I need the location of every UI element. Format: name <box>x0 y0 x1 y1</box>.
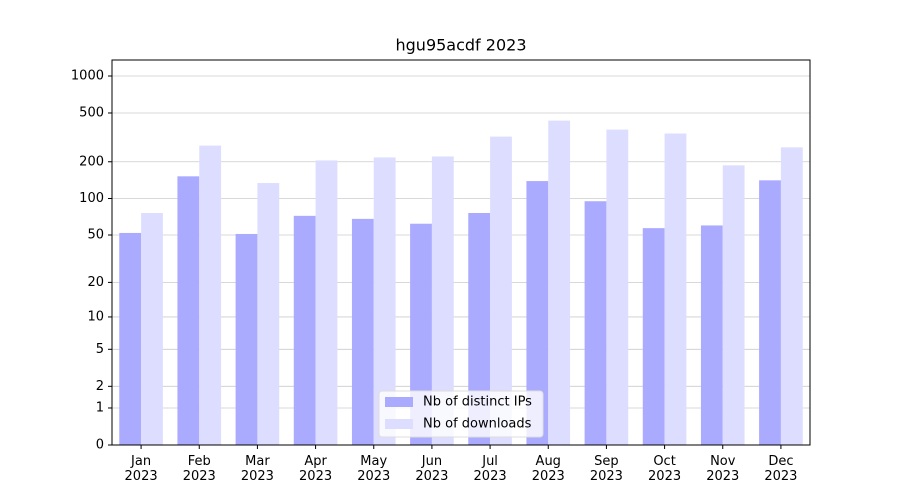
legend-box <box>378 390 544 438</box>
legend-swatch <box>385 419 413 429</box>
legend-label: Nb of distinct IPs <box>423 395 532 410</box>
bar <box>584 201 607 445</box>
x-tick-label: Nov 2023 <box>706 454 740 484</box>
bar <box>759 180 781 445</box>
bar <box>642 228 665 445</box>
bar <box>780 147 803 445</box>
bar <box>410 223 432 445</box>
bar <box>606 129 629 445</box>
y-tick-label: 500 <box>79 105 104 120</box>
x-tick-label: Dec 2023 <box>764 454 798 484</box>
x-tick-label: Mar 2023 <box>240 454 274 484</box>
bar <box>177 176 200 446</box>
x-tick-label: Oct 2023 <box>648 454 682 484</box>
y-tick-label: 2 <box>96 379 104 394</box>
bar <box>490 136 512 446</box>
bar <box>373 157 396 445</box>
bar <box>722 165 745 445</box>
x-tick-label: Jun 2023 <box>415 454 449 484</box>
y-tick-label: 0 <box>96 438 104 453</box>
bar <box>257 183 280 445</box>
bar <box>141 213 163 445</box>
x-tick-label: May 2023 <box>357 454 391 484</box>
bar <box>315 160 338 445</box>
y-tick-label: 5 <box>96 342 104 357</box>
x-tick-label: Apr 2023 <box>299 454 333 484</box>
x-tick-label: Feb 2023 <box>182 454 216 484</box>
x-tick-label: Aug 2023 <box>531 454 565 484</box>
bar <box>199 145 222 445</box>
bar <box>119 232 142 445</box>
legend-swatch <box>385 397 413 407</box>
bar <box>664 133 687 446</box>
y-tick-label: 10 <box>87 309 104 324</box>
y-tick-label: 1 <box>96 400 104 415</box>
bar <box>548 120 571 445</box>
bar <box>468 213 491 445</box>
bar <box>700 225 723 445</box>
y-tick-label: 50 <box>87 228 104 243</box>
y-tick-label: 1000 <box>71 69 104 84</box>
y-tick-label: 20 <box>87 275 104 290</box>
bar <box>526 181 549 446</box>
x-tick-label: Sep 2023 <box>589 454 623 484</box>
bar <box>351 218 374 445</box>
y-tick-label: 200 <box>79 154 104 169</box>
legend: Nb of distinct IPs Nb of downloads <box>378 390 544 438</box>
bar <box>293 215 316 445</box>
x-tick-label: Jan 2023 <box>124 454 158 484</box>
grid <box>112 75 810 446</box>
legend-label: Nb of downloads <box>423 417 532 432</box>
bar <box>235 233 258 445</box>
bar <box>431 156 454 445</box>
x-tick-label: Jul 2023 <box>473 454 507 484</box>
chart-title: hgu95acdf 2023 <box>396 36 527 55</box>
y-tick-label: 100 <box>79 191 104 206</box>
plot-frame <box>111 59 811 446</box>
